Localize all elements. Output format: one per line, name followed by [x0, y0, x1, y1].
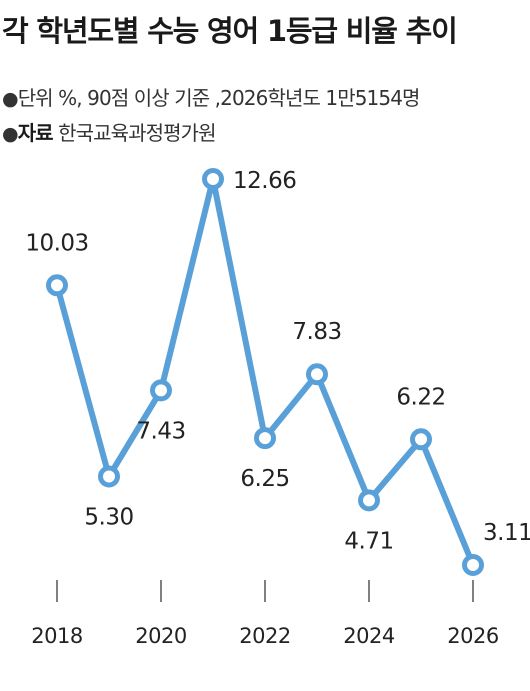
data-label: 6.22: [396, 384, 445, 410]
bullet-icon: ●: [2, 123, 19, 145]
source-note: ●자료 한국교육과정평가원: [2, 117, 217, 146]
chart-title: 각 학년도별 수능 영어 1등급 비율 추이: [2, 14, 458, 48]
x-tick-label: 2022: [239, 624, 290, 648]
data-label: 7.83: [292, 319, 341, 345]
data-point: [202, 168, 224, 190]
data-label: 7.43: [136, 418, 185, 444]
data-point: [306, 363, 328, 386]
data-point: [150, 379, 172, 402]
x-axis: 2018 2020 2022 2024 2026: [31, 580, 499, 648]
source-label: 자료: [17, 121, 54, 145]
data-label: 4.71: [344, 528, 393, 554]
data-label: 12.66: [233, 168, 296, 194]
unit-note: ●단위 %, 90점 이상 기준 ,2026학년도 1만5154명: [2, 82, 420, 111]
source-value: 한국교육과정평가원: [58, 121, 216, 145]
data-labels: 10.03 5.30 7.43 12.66 6.25 7.83 4.71 6.22 3.11: [25, 168, 530, 554]
x-tick-label: 2020: [135, 624, 186, 648]
x-tick-label: 2026: [447, 624, 499, 648]
bullet-icon: ●: [2, 88, 19, 110]
data-point: [462, 554, 484, 576]
data-point: [98, 465, 120, 488]
unit-note-text: 단위 %, 90점 이상 기준 ,2026학년도 1만5154명: [17, 86, 421, 110]
x-tick-label: 2024: [343, 624, 395, 648]
data-label: 3.11: [483, 520, 530, 546]
x-tick-label: 2018: [31, 624, 82, 648]
data-label: 10.03: [25, 230, 88, 256]
data-point: [254, 427, 276, 450]
data-label: 5.30: [84, 504, 133, 530]
data-point: [46, 274, 68, 297]
data-label: 6.25: [240, 466, 289, 492]
data-point: [410, 428, 432, 451]
data-point: [358, 489, 380, 512]
data-points: [46, 168, 484, 576]
